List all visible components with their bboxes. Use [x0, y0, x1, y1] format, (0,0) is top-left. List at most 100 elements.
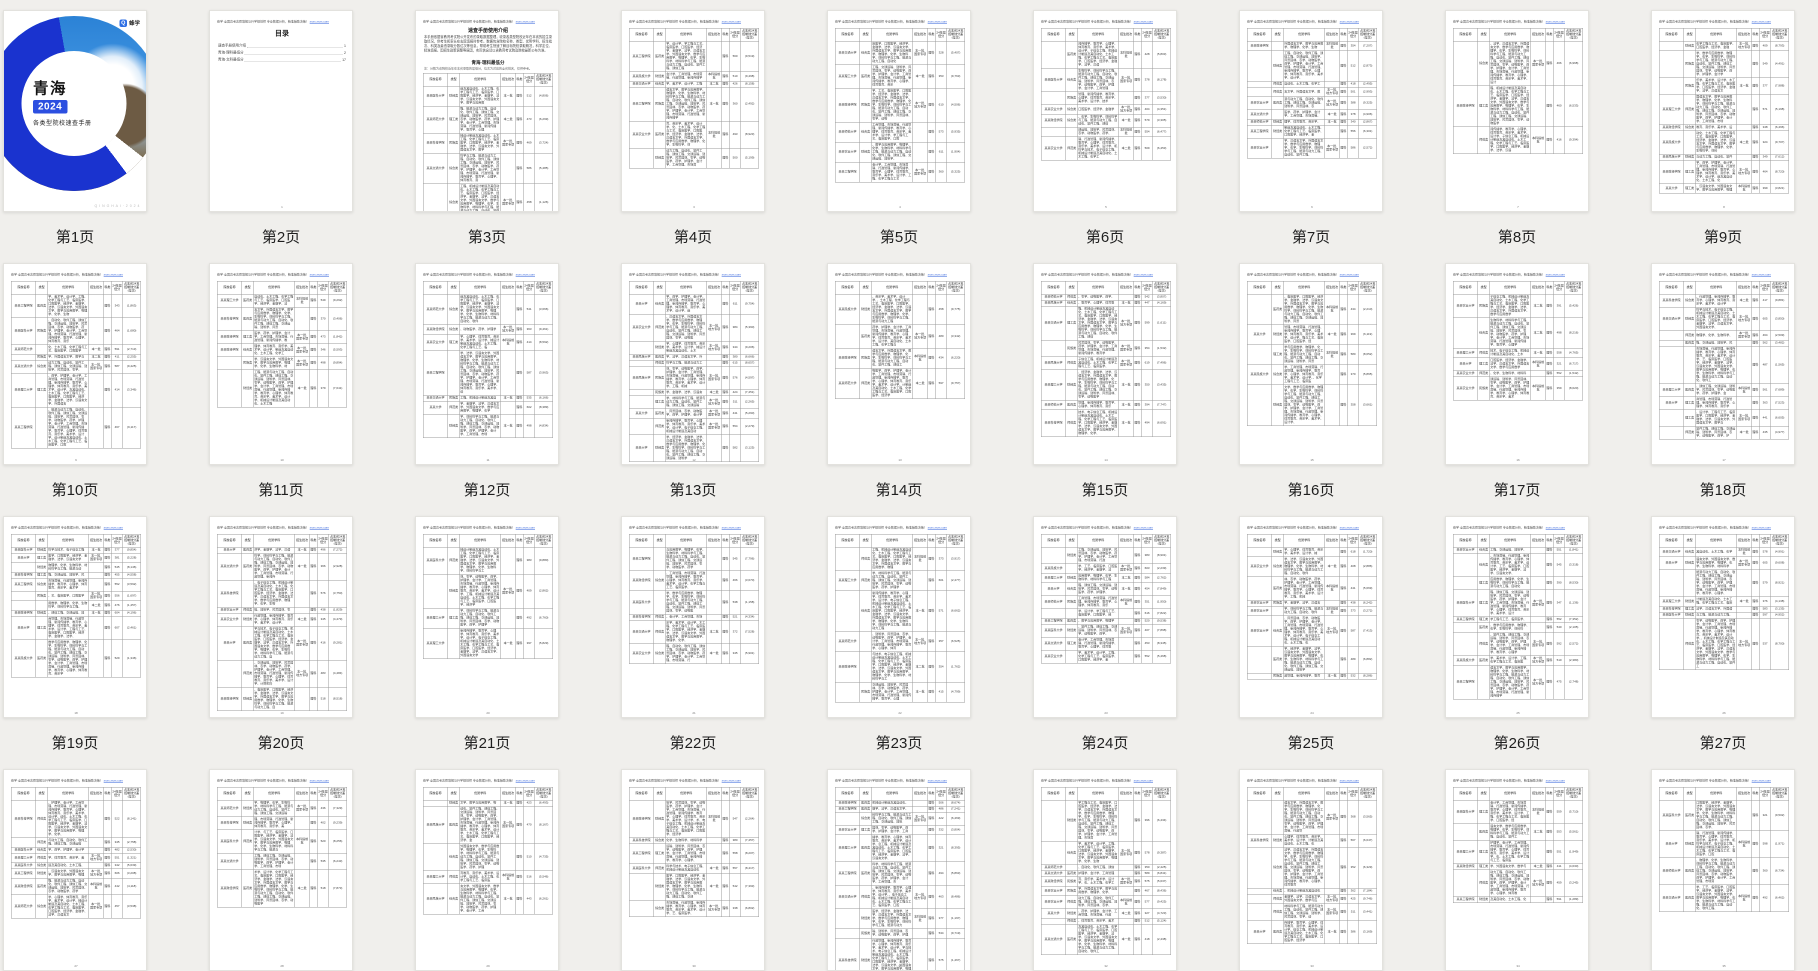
header-line-link[interactable]: xxxx.xxxx.com: [1751, 526, 1772, 530]
toc-entry[interactable]: 速查手册使用介绍 1: [218, 43, 346, 48]
header-line-link[interactable]: xxxx.xxxx.com: [1339, 526, 1360, 530]
header-line-link[interactable]: xxxx.xxxx.com: [1545, 273, 1566, 277]
page-thumbnail[interactable]: 蜂学·全国高考志愿填报与升学规划师 专业数据分析，精准辅助决策！ xxxx.xx…: [209, 769, 353, 971]
page-thumbnail[interactable]: 蜂学·全国高考志愿填报与升学规划师 专业数据分析，精准辅助决策！ xxxx.xx…: [415, 263, 559, 465]
table-cell: 某某医科大学: [10, 317, 37, 345]
page-thumbnail[interactable]: 蜂学·全国高考志愿填报与升学规划师 专业数据分析，精准辅助决策！ xxxx.xx…: [209, 10, 353, 212]
header-line-link[interactable]: xxxx.xxxx.com: [1133, 20, 1154, 24]
page-thumbnail[interactable]: 蜂学·全国高考志愿填报与升学规划师 专业数据分析，精准辅助决策！ xxxx.xx…: [3, 769, 147, 971]
header-line-link[interactable]: xxxx.xxxx.com: [1545, 20, 1566, 24]
table-cell: 某某科技学院: [1246, 834, 1273, 848]
table-row: 某某交通大学 综合类 科学与工程、能源与动力工程、自动化、软件工程、通信工程、交通运…: [422, 153, 554, 184]
table-cell: 某某理工大学: [1040, 573, 1067, 583]
toc-entry[interactable]: 青海·文科最低分 17: [218, 57, 346, 62]
header-line-link[interactable]: xxxx.xxxx.com: [1545, 779, 1566, 783]
header-line-link[interactable]: xxxx.xxxx.com: [1133, 779, 1154, 783]
header-line-link[interactable]: xxxx.xxxx.com: [1133, 273, 1154, 277]
header-line-link[interactable]: xxxx.xxxx.com: [927, 273, 948, 277]
page-thumbnail[interactable]: 蜂学·全国高考志愿填报与升学规划师 专业数据分析，精准辅助决策！ xxxx.xx…: [1033, 769, 1177, 971]
page-thumbnail[interactable]: 蜂学·全国高考志愿填报与升学规划师 专业数据分析，精准辅助决策！ xxxx.xx…: [1033, 10, 1177, 212]
page-thumbnail[interactable]: 蜂学·全国高考志愿填报与升学规划师 专业数据分析，精准辅助决策！ xxxx.xx…: [1445, 263, 1589, 465]
header-line-link[interactable]: xxxx.xxxx.com: [309, 20, 330, 24]
toc-entry[interactable]: 青海·理科最低分 2: [218, 50, 346, 55]
header-line-link[interactable]: xxxx.xxxx.com: [721, 526, 742, 530]
table-cell: 某某财经学院: [422, 324, 449, 335]
page-number: 29: [486, 965, 490, 968]
page-thumbnail[interactable]: 蜂学·全国高考志愿填报与升学规划师 专业数据分析，精准辅助决策！ xxxx.xx…: [209, 516, 353, 718]
page-thumbnail[interactable]: 蜂学·全国高考志愿填报与升学规划师 专业数据分析，精准辅助决策！ xxxx.xx…: [3, 516, 147, 718]
page-thumbnail[interactable]: 蜂学·全国高考志愿填报与升学规划师 专业数据分析，精准辅助决策！ xxxx.xx…: [1033, 263, 1177, 465]
column-header: 占本省24年控制线分差(位次): [1770, 281, 1790, 295]
header-line-link[interactable]: xxxx.xxxx.com: [515, 20, 536, 24]
header-line-link[interactable]: xxxx.xxxx.com: [721, 20, 742, 24]
page-thumbnail[interactable]: 蜂学·全国高考志愿填报与升学规划师 专业数据分析，精准辅助决策！ xxxx.xx…: [3, 263, 147, 465]
page-thumbnail[interactable]: 蜂学·全国高考志愿填报与升学规划师 专业数据分析，精准辅助决策！ xxxx.xx…: [1239, 769, 1383, 971]
page-thumbnail[interactable]: 蜂学·全国高考志愿填报与升学规划师 专业数据分析，精准辅助决策！ xxxx.xx…: [827, 769, 971, 971]
header-line-link[interactable]: xxxx.xxxx.com: [1339, 20, 1360, 24]
page-thumbnail[interactable]: 蜂学·全国高考志愿填报与升学规划师 专业数据分析，精准辅助决策！ xxxx.xx…: [1651, 769, 1795, 971]
header-line-text: 蜂学·全国高考志愿填报与升学规划师 专业数据分析，精准辅助决策！: [1453, 20, 1545, 24]
header-line-link[interactable]: xxxx.xxxx.com: [1751, 779, 1772, 783]
header-line-link[interactable]: xxxx.xxxx.com: [515, 273, 536, 277]
table-cell: 术学、设计学、化学工程与工艺、临床医学、口腔医学、经济学、金融学、法学、汉语言文…: [253, 869, 296, 908]
page-thumbnail[interactable]: 蜂学·全国高考志愿填报与升学规划师 专业数据分析，精准辅助决策！ xxxx.xx…: [1651, 263, 1795, 465]
page-thumbnail[interactable]: Q 蜂学 青海 2024 各类型院校速查手册 Q I N G H A I · 2 0 2 …: [3, 10, 147, 212]
page-thumbnail[interactable]: 蜂学·全国高考志愿填报与升学规划师 专业数据分析，精准辅助决策！ xxxx.xx…: [1033, 516, 1177, 718]
page-thumbnail[interactable]: 蜂学·全国高考志愿填报与升学规划师 专业数据分析，精准辅助决策！ xxxx.xx…: [415, 10, 559, 212]
page-thumbnail[interactable]: 蜂学·全国高考志愿填报与升学规划师 专业数据分析，精准辅助决策！ xxxx.xx…: [1445, 769, 1589, 971]
table-cell: 理科: [720, 395, 730, 409]
page-thumbnail[interactable]: 蜂学·全国高考志愿填报与升学规划师 专业数据分析，精准辅助决策！ xxxx.xx…: [1239, 10, 1383, 212]
header-line-link[interactable]: xxxx.xxxx.com: [1751, 273, 1772, 277]
table-cell: (2,993): [1358, 87, 1378, 97]
page-thumbnail[interactable]: 蜂学·全国高考志愿填报与升学规划师 专业数据分析，精准辅助决策！ xxxx.xx…: [415, 769, 559, 971]
page-thumbnail[interactable]: 蜂学·全国高考志愿填报与升学规划师 专业数据分析，精准辅助决策！ xxxx.xx…: [1445, 10, 1589, 212]
header-line-link[interactable]: xxxx.xxxx.com: [103, 273, 124, 277]
table-row: 综合类 法学、汉语言文学、外国语言文学、数学与应用数学、物理学、化学、生物科学、材…: [1246, 847, 1378, 889]
table-cell: 理工类: [35, 616, 48, 640]
page-thumbnail[interactable]: 蜂学·全国高考志愿填报与升学规划师 专业数据分析，精准辅助决策！ xxxx.xx…: [621, 263, 765, 465]
page-thumbnail[interactable]: 蜂学·全国高考志愿填报与升学规划师 专业数据分析，精准辅助决策！ xxxx.xx…: [209, 263, 353, 465]
header-line-link[interactable]: xxxx.xxxx.com: [927, 20, 948, 24]
header-line-link[interactable]: xxxx.xxxx.com: [927, 526, 948, 530]
header-line-link[interactable]: xxxx.xxxx.com: [1545, 526, 1566, 530]
header-line-link[interactable]: xxxx.xxxx.com: [515, 526, 536, 530]
header-line-link[interactable]: xxxx.xxxx.com: [515, 779, 536, 783]
page-thumbnail[interactable]: 蜂学·全国高考志愿填报与升学规划师 专业数据分析，精准辅助决策！ xxxx.xx…: [827, 516, 971, 718]
header-line-link[interactable]: xxxx.xxxx.com: [1339, 273, 1360, 277]
table-cell: (9,387): [1152, 841, 1172, 865]
page-thumbnail[interactable]: 蜂学·全国高考志愿填报与升学规划师 专业数据分析，精准辅助决策！ xxxx.xx…: [621, 516, 765, 718]
table-cell: (3,441): [1358, 903, 1378, 921]
table-row: 某某师范大学 理工类 程、能源与动力工程、自动化、软件工程、通信工程、交通运输、建筑…: [422, 106, 554, 134]
table-row: 理工类 应用数学、物理学、化学、生物科学、材料科学与工程、能源与动力工程、自动化理…: [1452, 576, 1584, 590]
table-cell: 理科: [926, 41, 936, 65]
column-header: 24年最低分: [111, 534, 123, 548]
header-line-link[interactable]: xxxx.xxxx.com: [1133, 526, 1154, 530]
data-table: 院校名称 类型 优势学科 招生批次 科类 24年最低分 占本省24年控制线分差(位次) 某某农…: [1452, 281, 1584, 401]
page-thumbnail[interactable]: 蜂学·全国高考志愿填报与升学规划师 专业数据分析，精准辅助决策！ xxxx.xx…: [1651, 10, 1795, 212]
page-thumbnail[interactable]: 蜂学·全国高考志愿填报与升学规划师 专业数据分析，精准辅助决策！ xxxx.xx…: [621, 10, 765, 212]
header-line-link[interactable]: xxxx.xxxx.com: [309, 779, 330, 783]
header-line-link[interactable]: xxxx.xxxx.com: [721, 273, 742, 277]
header-line-link[interactable]: xxxx.xxxx.com: [309, 526, 330, 530]
table-cell: 理科: [102, 868, 112, 879]
header-line-link[interactable]: xxxx.xxxx.com: [103, 779, 124, 783]
header-line-link[interactable]: xxxx.xxxx.com: [927, 779, 948, 783]
page-thumbnail[interactable]: 蜂学·全国高考志愿填报与升学规划师 专业数据分析，精准辅助决策！ xxxx.xx…: [1445, 516, 1589, 718]
header-line-link[interactable]: xxxx.xxxx.com: [721, 779, 742, 783]
page-thumbnail[interactable]: 蜂学·全国高考志愿填报与升学规划师 专业数据分析，精准辅助决策！ xxxx.xx…: [1239, 263, 1383, 465]
table-cell: (4,484): [328, 660, 348, 688]
page-thumbnail[interactable]: 蜂学·全国高考志愿填报与升学规划师 专业数据分析，精准辅助决策！ xxxx.xx…: [827, 10, 971, 212]
table-row: 某某大学 理工类 医学、口腔医学、经济学、金融学、法学、汉语言文学 本一批,国家专项理…: [10, 553, 142, 563]
column-header: 科类: [926, 534, 936, 548]
table-cell: 本一批,国家专项: [912, 812, 928, 826]
page-thumbnail[interactable]: 蜂学·全国高考志愿填报与升学规划师 专业数据分析，精准辅助决策！ xxxx.xx…: [1239, 516, 1383, 718]
header-line-link[interactable]: xxxx.xxxx.com: [103, 526, 124, 530]
page-thumbnail[interactable]: 蜂学·全国高考志愿填报与升学规划师 专业数据分析，精准辅助决策！ xxxx.xx…: [415, 516, 559, 718]
header-line-link[interactable]: xxxx.xxxx.com: [1751, 20, 1772, 24]
header-line-link[interactable]: xxxx.xxxx.com: [1339, 779, 1360, 783]
table-cell: [447, 628, 460, 659]
page-thumbnail[interactable]: 蜂学·全国高考志愿填报与升学规划师 专业数据分析，精准辅助决策！ xxxx.xx…: [1651, 516, 1795, 718]
page-thumbnail[interactable]: 蜂学·全国高考志愿填报与升学规划师 专业数据分析，精准辅助决策！ xxxx.xx…: [621, 769, 765, 971]
header-line-link[interactable]: xxxx.xxxx.com: [309, 273, 330, 277]
page-thumbnail[interactable]: 蜂学·全国高考志愿填报与升学规划师 专业数据分析，精准辅助决策！ xxxx.xx…: [827, 263, 971, 465]
